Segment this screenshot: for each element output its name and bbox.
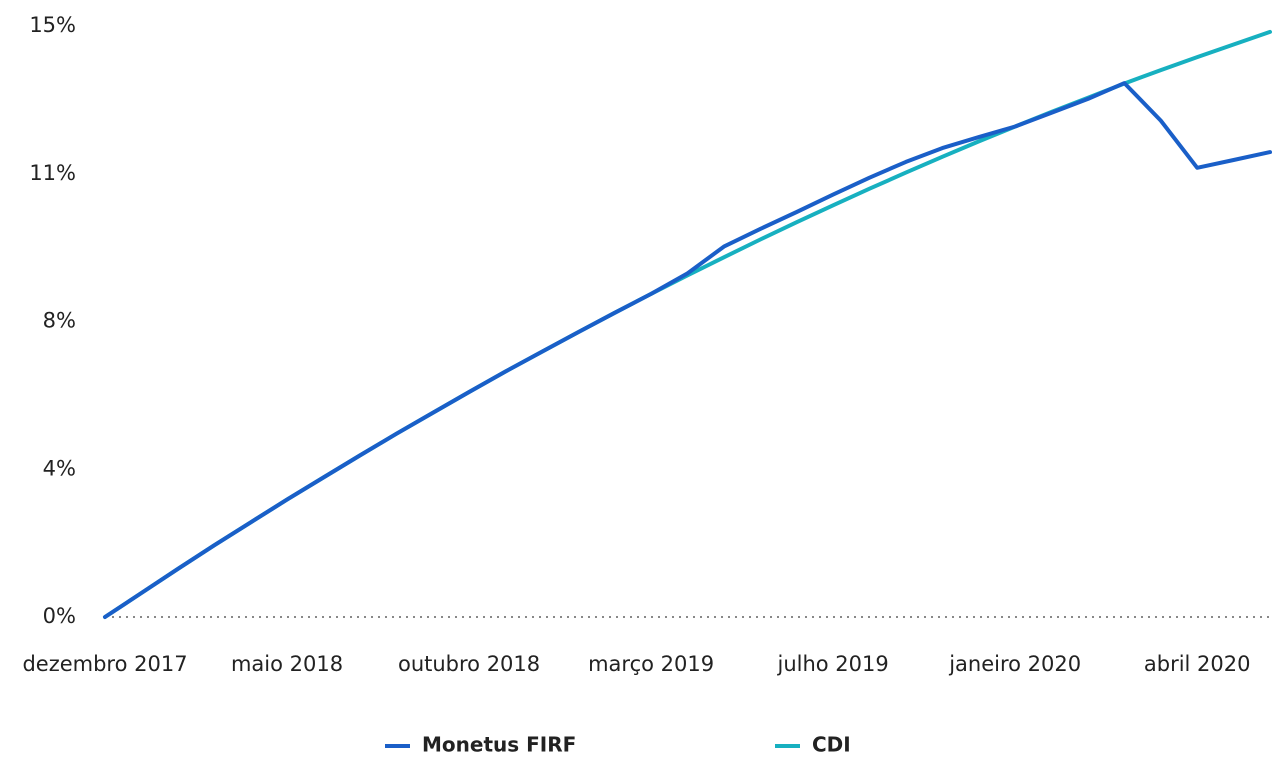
- y-tick-label: 8%: [43, 309, 76, 333]
- x-tick-label: dezembro 2017: [22, 652, 187, 676]
- series-line: [103, 81, 1272, 619]
- y-tick-label: 4%: [43, 456, 76, 480]
- x-tick-label: abril 2020: [1144, 652, 1251, 676]
- y-tick-label: 11%: [29, 161, 76, 185]
- x-tick-label: julho 2019: [776, 652, 888, 676]
- legend-label: CDI: [812, 733, 851, 757]
- x-tick-label: outubro 2018: [398, 652, 540, 676]
- y-tick-label: 0%: [43, 604, 76, 628]
- y-tick-label: 15%: [29, 13, 76, 37]
- series-line: [103, 29, 1272, 619]
- x-tick-label: janeiro 2020: [948, 652, 1081, 676]
- x-tick-label: maio 2018: [231, 652, 343, 676]
- legend-label: Monetus FIRF: [422, 733, 576, 757]
- x-tick-label: março 2019: [588, 652, 714, 676]
